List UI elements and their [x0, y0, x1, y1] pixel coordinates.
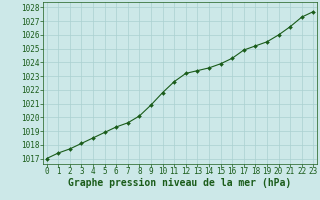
X-axis label: Graphe pression niveau de la mer (hPa): Graphe pression niveau de la mer (hPa): [68, 178, 292, 188]
